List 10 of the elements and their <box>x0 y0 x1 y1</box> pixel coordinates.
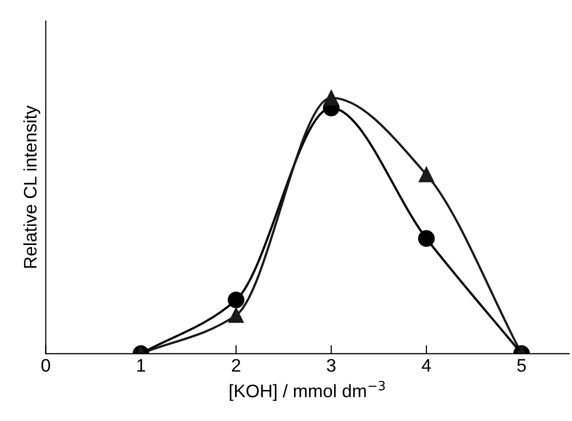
x-tick-label: 1 <box>137 359 146 372</box>
point <box>418 166 434 182</box>
x-axis-title: [KOH] / mmol dm$^{−3}$ <box>230 380 385 401</box>
x-tick-label: 5 <box>517 359 526 372</box>
x-tick-label: 4 <box>422 359 431 372</box>
x-tick-label: 2 <box>232 358 240 372</box>
y-axis-title: Relative CL intensity <box>23 105 40 268</box>
x-tick-label: 0 <box>41 358 50 372</box>
x-tick-label: 3 <box>326 358 336 372</box>
point <box>324 90 339 106</box>
